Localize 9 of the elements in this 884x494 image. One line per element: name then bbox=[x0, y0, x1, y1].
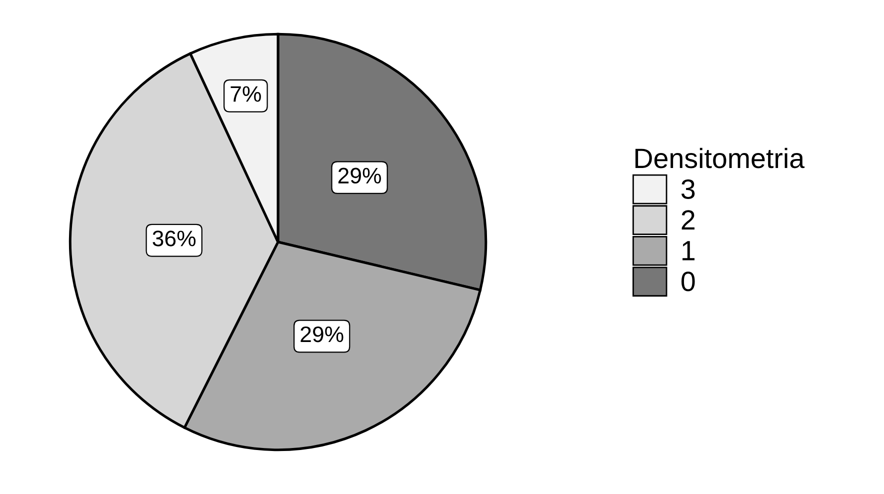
legend-label: 2 bbox=[682, 210, 694, 230]
legend-label: 0 bbox=[682, 272, 695, 292]
data-label: 7% bbox=[230, 86, 261, 102]
data-label: 36% bbox=[152, 230, 196, 246]
legend-label: 1 bbox=[682, 241, 695, 260]
data-label: 29% bbox=[338, 168, 381, 184]
legend-label: 3 bbox=[681, 179, 695, 199]
data-label: 29% bbox=[300, 326, 344, 342]
legend-title: Densitometria bbox=[635, 148, 805, 168]
